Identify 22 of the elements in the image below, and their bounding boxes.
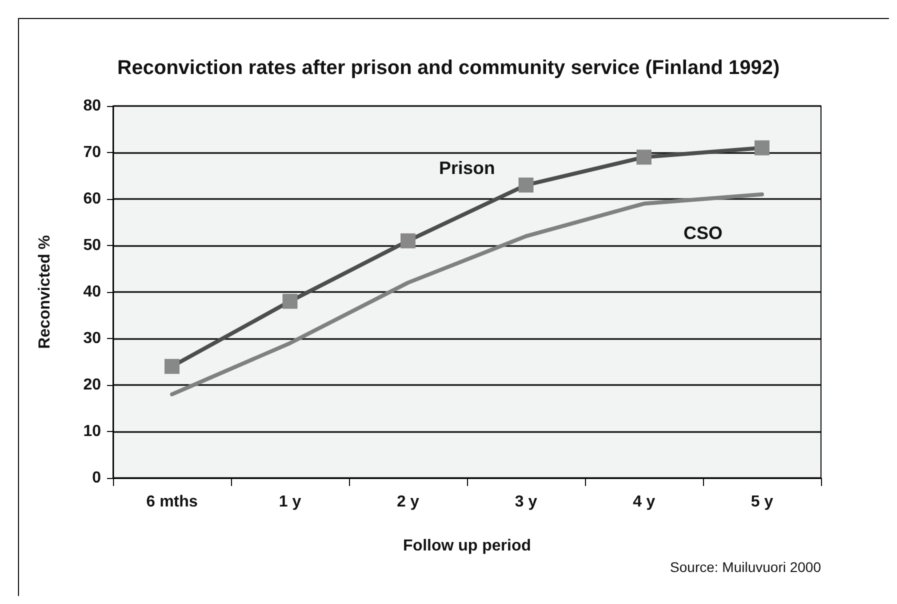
x-tick-label: 6 mths xyxy=(146,494,198,510)
x-tick-label: 2 y xyxy=(396,494,420,510)
line-series xyxy=(170,192,764,396)
y-tick-label: 40 xyxy=(83,284,102,300)
x-tick-label: 4 y xyxy=(632,494,656,510)
x-axis-title: Follow up period xyxy=(403,538,531,554)
x-tick-label: 3 y xyxy=(514,494,538,510)
y-tick-label: 0 xyxy=(92,470,102,486)
y-tick-label: 60 xyxy=(83,190,102,208)
x-tick-label: 1 y xyxy=(278,494,302,510)
source-note: Source: Muiluvuori 2000 xyxy=(670,559,822,575)
series-label: CSO xyxy=(683,223,723,243)
y-axis-title: Reconvicted % xyxy=(36,235,54,349)
y-tick-label: 30 xyxy=(83,330,102,347)
y-tick-label: 80 xyxy=(83,98,102,114)
chart-title: Reconviction rates after prison and community service (Finland 1992) xyxy=(117,57,780,79)
y-tick-label: 20 xyxy=(83,376,102,394)
x-tick-label: 5 y xyxy=(750,494,774,510)
y-tick-label: 10 xyxy=(83,423,102,440)
y-tick-label: 50 xyxy=(83,237,102,254)
y-tick-label: 70 xyxy=(83,144,102,161)
series-label: Prison xyxy=(438,158,496,178)
